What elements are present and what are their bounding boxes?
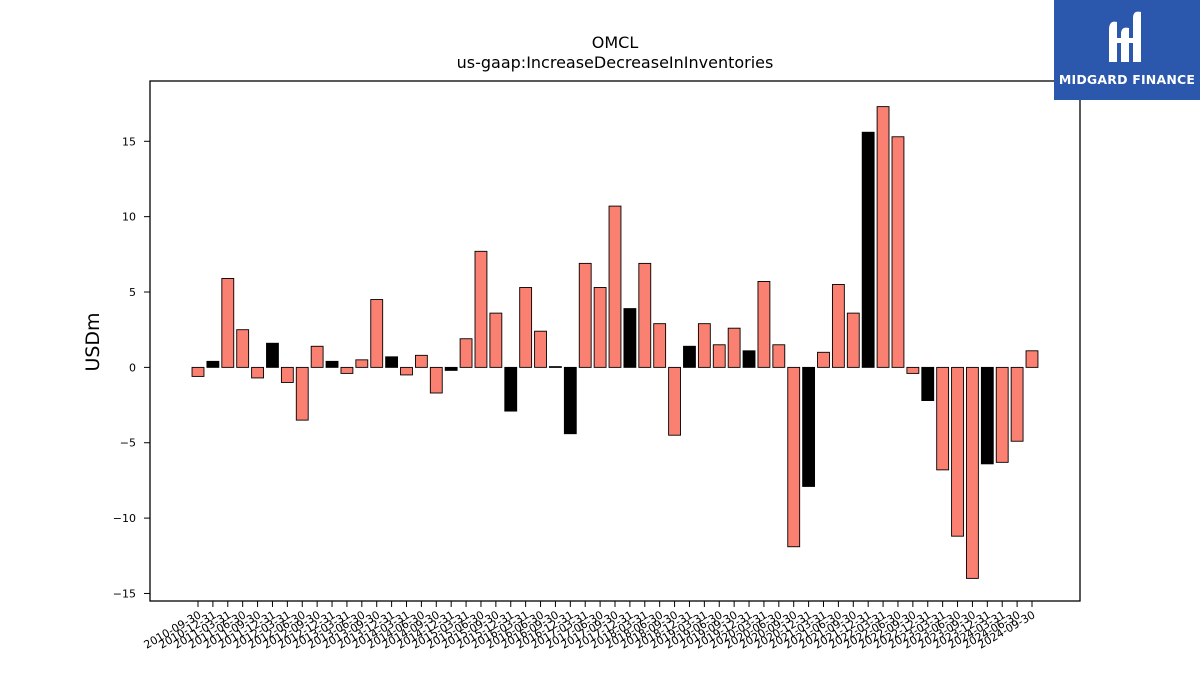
bar-2024-06-30 [1010, 366, 1024, 442]
bar-2012-06-30 [295, 366, 309, 421]
bar-2019-09-30 [727, 327, 741, 368]
bar-2011-06-30 [236, 329, 250, 368]
bar-2023-03-31 [936, 366, 950, 471]
bar-2022-03-31 [876, 106, 890, 368]
bar-2020-09-30 [787, 366, 801, 548]
bar-2014-03-31 [400, 366, 413, 376]
bar-2017-12-31 [623, 308, 637, 368]
bar-2021-06-30 [831, 284, 845, 368]
bar-2012-03-31 [280, 366, 294, 383]
y-tick-label-5: 5 [129, 286, 136, 299]
bar-2012-12-31 [325, 360, 339, 368]
bar-2011-03-31 [221, 278, 235, 368]
y-axis: −15 −10 −5 0 5 10 15 [113, 135, 150, 600]
bar-2023-09-30 [966, 366, 979, 579]
bar-2015-12-31 [504, 366, 518, 412]
bar-2013-03-31 [340, 366, 354, 374]
bar-2022-06-30 [891, 136, 905, 368]
bar-2024-03-31 [995, 366, 1009, 463]
y-tick-label-0: 0 [129, 361, 136, 374]
bar-2020-12-31 [802, 366, 816, 487]
bar-2016-12-31 [563, 366, 577, 435]
bar-2016-09-30 [549, 366, 562, 368]
bar-2024-09-30 [1025, 350, 1039, 368]
bar-2022-12-31 [921, 366, 935, 401]
bar-2013-06-30 [355, 359, 369, 368]
bars-group [191, 106, 1039, 579]
bar-2016-03-31 [519, 287, 533, 368]
bar-2013-12-31 [385, 356, 399, 368]
bar-2016-06-30 [534, 330, 547, 368]
y-tick-label--15: −15 [113, 587, 136, 600]
bar-2015-06-30 [474, 250, 488, 368]
brand-logo: MIDGARD FINANCE [1054, 0, 1200, 100]
y-tick-label--5: −5 [120, 437, 136, 450]
bar-2023-12-31 [980, 366, 994, 465]
bar-2010-09-30 [191, 366, 205, 377]
bar-2019-06-30 [712, 344, 726, 368]
bar-2023-06-30 [951, 366, 964, 537]
bar-2020-03-31 [757, 281, 771, 368]
y-tick-label--10: −10 [113, 512, 136, 525]
bar-2019-03-31 [697, 323, 711, 368]
bar-2018-12-31 [683, 345, 696, 368]
bar-2015-09-30 [489, 312, 503, 368]
bar-2018-06-30 [653, 323, 667, 368]
x-axis: 2010-09-302010-12-312011-03-312011-06-30… [142, 601, 1038, 652]
bar-2014-12-31 [444, 366, 458, 371]
y-tick-label-10: 10 [122, 211, 136, 224]
bar-2020-06-30 [772, 344, 786, 368]
chart-subtitle: us-gaap:IncreaseDecreaseInInventories [457, 53, 774, 72]
bar-2015-03-31 [459, 338, 473, 368]
bar-2012-09-30 [310, 345, 324, 368]
brand-name: MIDGARD FINANCE [1058, 72, 1196, 87]
bar-2021-09-30 [846, 312, 860, 368]
bar-2018-03-31 [638, 262, 652, 368]
bar-2019-12-31 [742, 350, 756, 368]
bar-2013-09-30 [370, 299, 384, 368]
plot-frame [149, 80, 1081, 602]
y-tick-label-15: 15 [122, 135, 136, 148]
y-axis-label: USDm [82, 312, 104, 371]
bar-2018-09-30 [668, 366, 681, 436]
bar-2011-12-31 [266, 342, 279, 368]
bar-2014-09-30 [429, 366, 443, 394]
bar-2021-03-31 [817, 351, 830, 368]
bar-2022-09-30 [906, 366, 920, 374]
bar-2021-12-31 [861, 131, 875, 368]
logo-mark-icon [1109, 11, 1141, 63]
bar-2011-09-30 [251, 366, 264, 379]
bar-2017-09-30 [608, 205, 622, 368]
chart-title: OMCL [592, 33, 639, 52]
bar-2017-06-30 [593, 287, 607, 368]
bar-2014-06-30 [414, 354, 428, 368]
bar-2017-03-31 [578, 262, 592, 368]
bar-2010-12-31 [206, 360, 220, 368]
